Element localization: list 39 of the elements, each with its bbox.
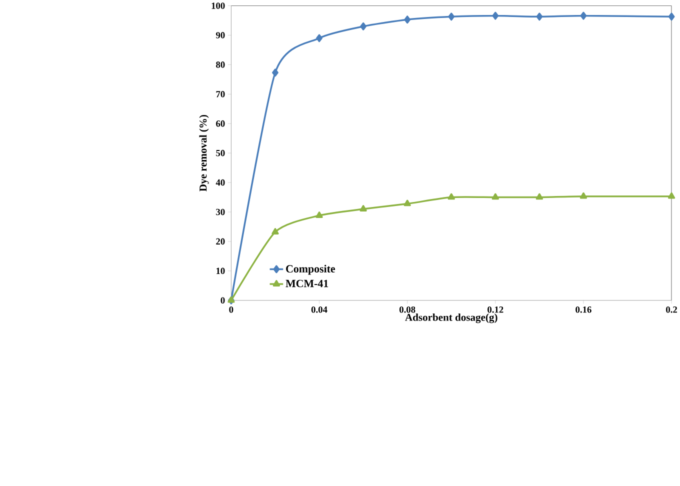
point — [668, 12, 675, 21]
y-tick-label: 10 — [216, 268, 225, 274]
x-tick-label: 0.2 — [666, 306, 677, 313]
point — [668, 192, 676, 199]
point — [360, 205, 367, 212]
x-tick-label: 0.04 — [311, 306, 328, 313]
point — [492, 12, 499, 20]
y-tick-label: 70 — [216, 90, 225, 98]
point — [580, 12, 587, 20]
legend-label: Composite — [286, 264, 336, 275]
x-tick-label: 0.12 — [488, 306, 504, 313]
x-tick-label: 0.16 — [576, 306, 592, 313]
y-tick-label: 50 — [216, 150, 225, 156]
y-tick-label: 90 — [216, 32, 225, 38]
point — [580, 192, 588, 199]
point — [492, 193, 499, 200]
point — [404, 16, 411, 24]
y-axis-title: Dye removal (%) — [199, 115, 209, 192]
y-tick-label: 100 — [212, 2, 225, 9]
point — [448, 12, 455, 21]
point — [316, 34, 322, 42]
point — [448, 193, 455, 200]
y-tick-label: 20 — [216, 238, 225, 245]
point — [536, 193, 544, 200]
x-tick-label: 0 — [229, 306, 234, 313]
legend-label: MCM-41 — [286, 280, 328, 288]
point — [316, 212, 323, 218]
x-axis-title: Adsorbent dosage(g) — [405, 313, 498, 324]
y-tick-label: 0 — [220, 297, 225, 304]
point — [536, 12, 543, 21]
y-tick-label: 30 — [216, 208, 225, 216]
x-tick-label: 0.08 — [399, 306, 416, 313]
point — [272, 68, 278, 77]
point — [360, 22, 367, 30]
y-tick-label: 80 — [216, 62, 225, 68]
point — [404, 200, 411, 206]
point — [272, 228, 279, 234]
y-tick-label: 40 — [216, 179, 225, 186]
y-tick-label: 60 — [216, 120, 225, 127]
